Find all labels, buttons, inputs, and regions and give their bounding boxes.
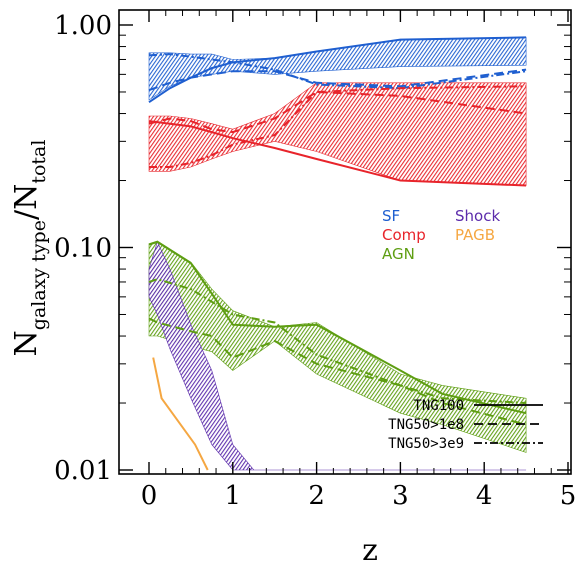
- x-tick-label-5: 5: [560, 481, 577, 511]
- legend-pagb: PAGB: [455, 226, 495, 244]
- y-axis-label-main: N: [9, 330, 44, 356]
- y-axis-label: Ngalaxy type/Ntotal: [9, 140, 50, 357]
- y-tick-label-0-01: 0.01: [54, 456, 112, 486]
- band-comp: [148, 82, 527, 186]
- x-tick-label-3: 3: [392, 481, 409, 511]
- line-comp-tng50-3e9: [149, 85, 527, 168]
- y-tick-label-1-00: 1.00: [54, 11, 112, 41]
- line-agn-tng50-1e8: [148, 317, 527, 426]
- band-shock: [148, 241, 527, 471]
- type-legend: SF Shock Comp PAGB AGN: [382, 207, 500, 263]
- legend-agn: AGN: [382, 245, 415, 263]
- line-sf-tng50-1e8: [148, 68, 527, 92]
- line-comp-tng100: [148, 120, 527, 187]
- y-tick-label-0-10: 0.10: [54, 234, 112, 264]
- y-axis-label-sep: /N: [9, 184, 44, 220]
- line-sf-tng50-3e9: [148, 53, 527, 90]
- plot-frame: [118, 9, 572, 475]
- legend-line-label-tng100: TNG100: [413, 398, 464, 414]
- legend-shock: Shock: [455, 207, 500, 225]
- line-style-legend: TNG100 TNG50>1e8 TNG50>3e9: [388, 398, 543, 452]
- legend-sf: SF: [382, 207, 400, 225]
- x-tick-label-4: 4: [476, 481, 493, 511]
- x-tick-label-2: 2: [308, 481, 325, 511]
- bands-layer: [148, 37, 527, 471]
- legend-line-label-tng50-3e9: TNG50>3e9: [388, 436, 464, 452]
- x-tick-label-1: 1: [225, 481, 242, 511]
- x-tick-label-0: 0: [141, 481, 158, 511]
- line-comp-tng50-1e8: [148, 90, 527, 134]
- y-axis-label-sub1: galaxy type: [28, 220, 50, 330]
- line-agn-tng50-3e9: [148, 278, 527, 404]
- axes-layer: 0 1 2 3 4 5 1.00 0.10 0.01: [54, 10, 576, 511]
- x-axis-label: z: [362, 533, 378, 565]
- line-pagb: [152, 357, 209, 471]
- lines-layer: [148, 36, 527, 471]
- legend-comp: Comp: [382, 226, 426, 244]
- legend-line-label-tng50-1e8: TNG50>1e8: [388, 417, 464, 433]
- y-axis-label-sub2: total: [28, 140, 50, 184]
- line-agn-tng100: [148, 240, 527, 415]
